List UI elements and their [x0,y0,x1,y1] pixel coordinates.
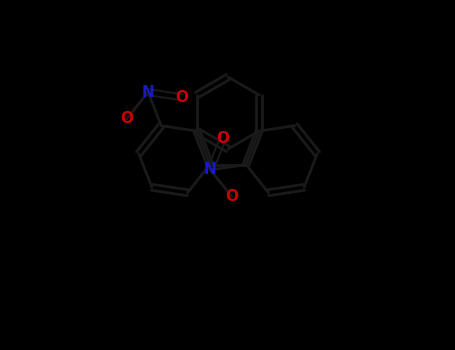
Text: O: O [217,131,229,146]
Text: O: O [225,189,238,204]
Text: O: O [175,90,188,105]
Text: N: N [204,162,217,177]
Text: N: N [142,85,154,100]
Text: O: O [120,111,133,126]
